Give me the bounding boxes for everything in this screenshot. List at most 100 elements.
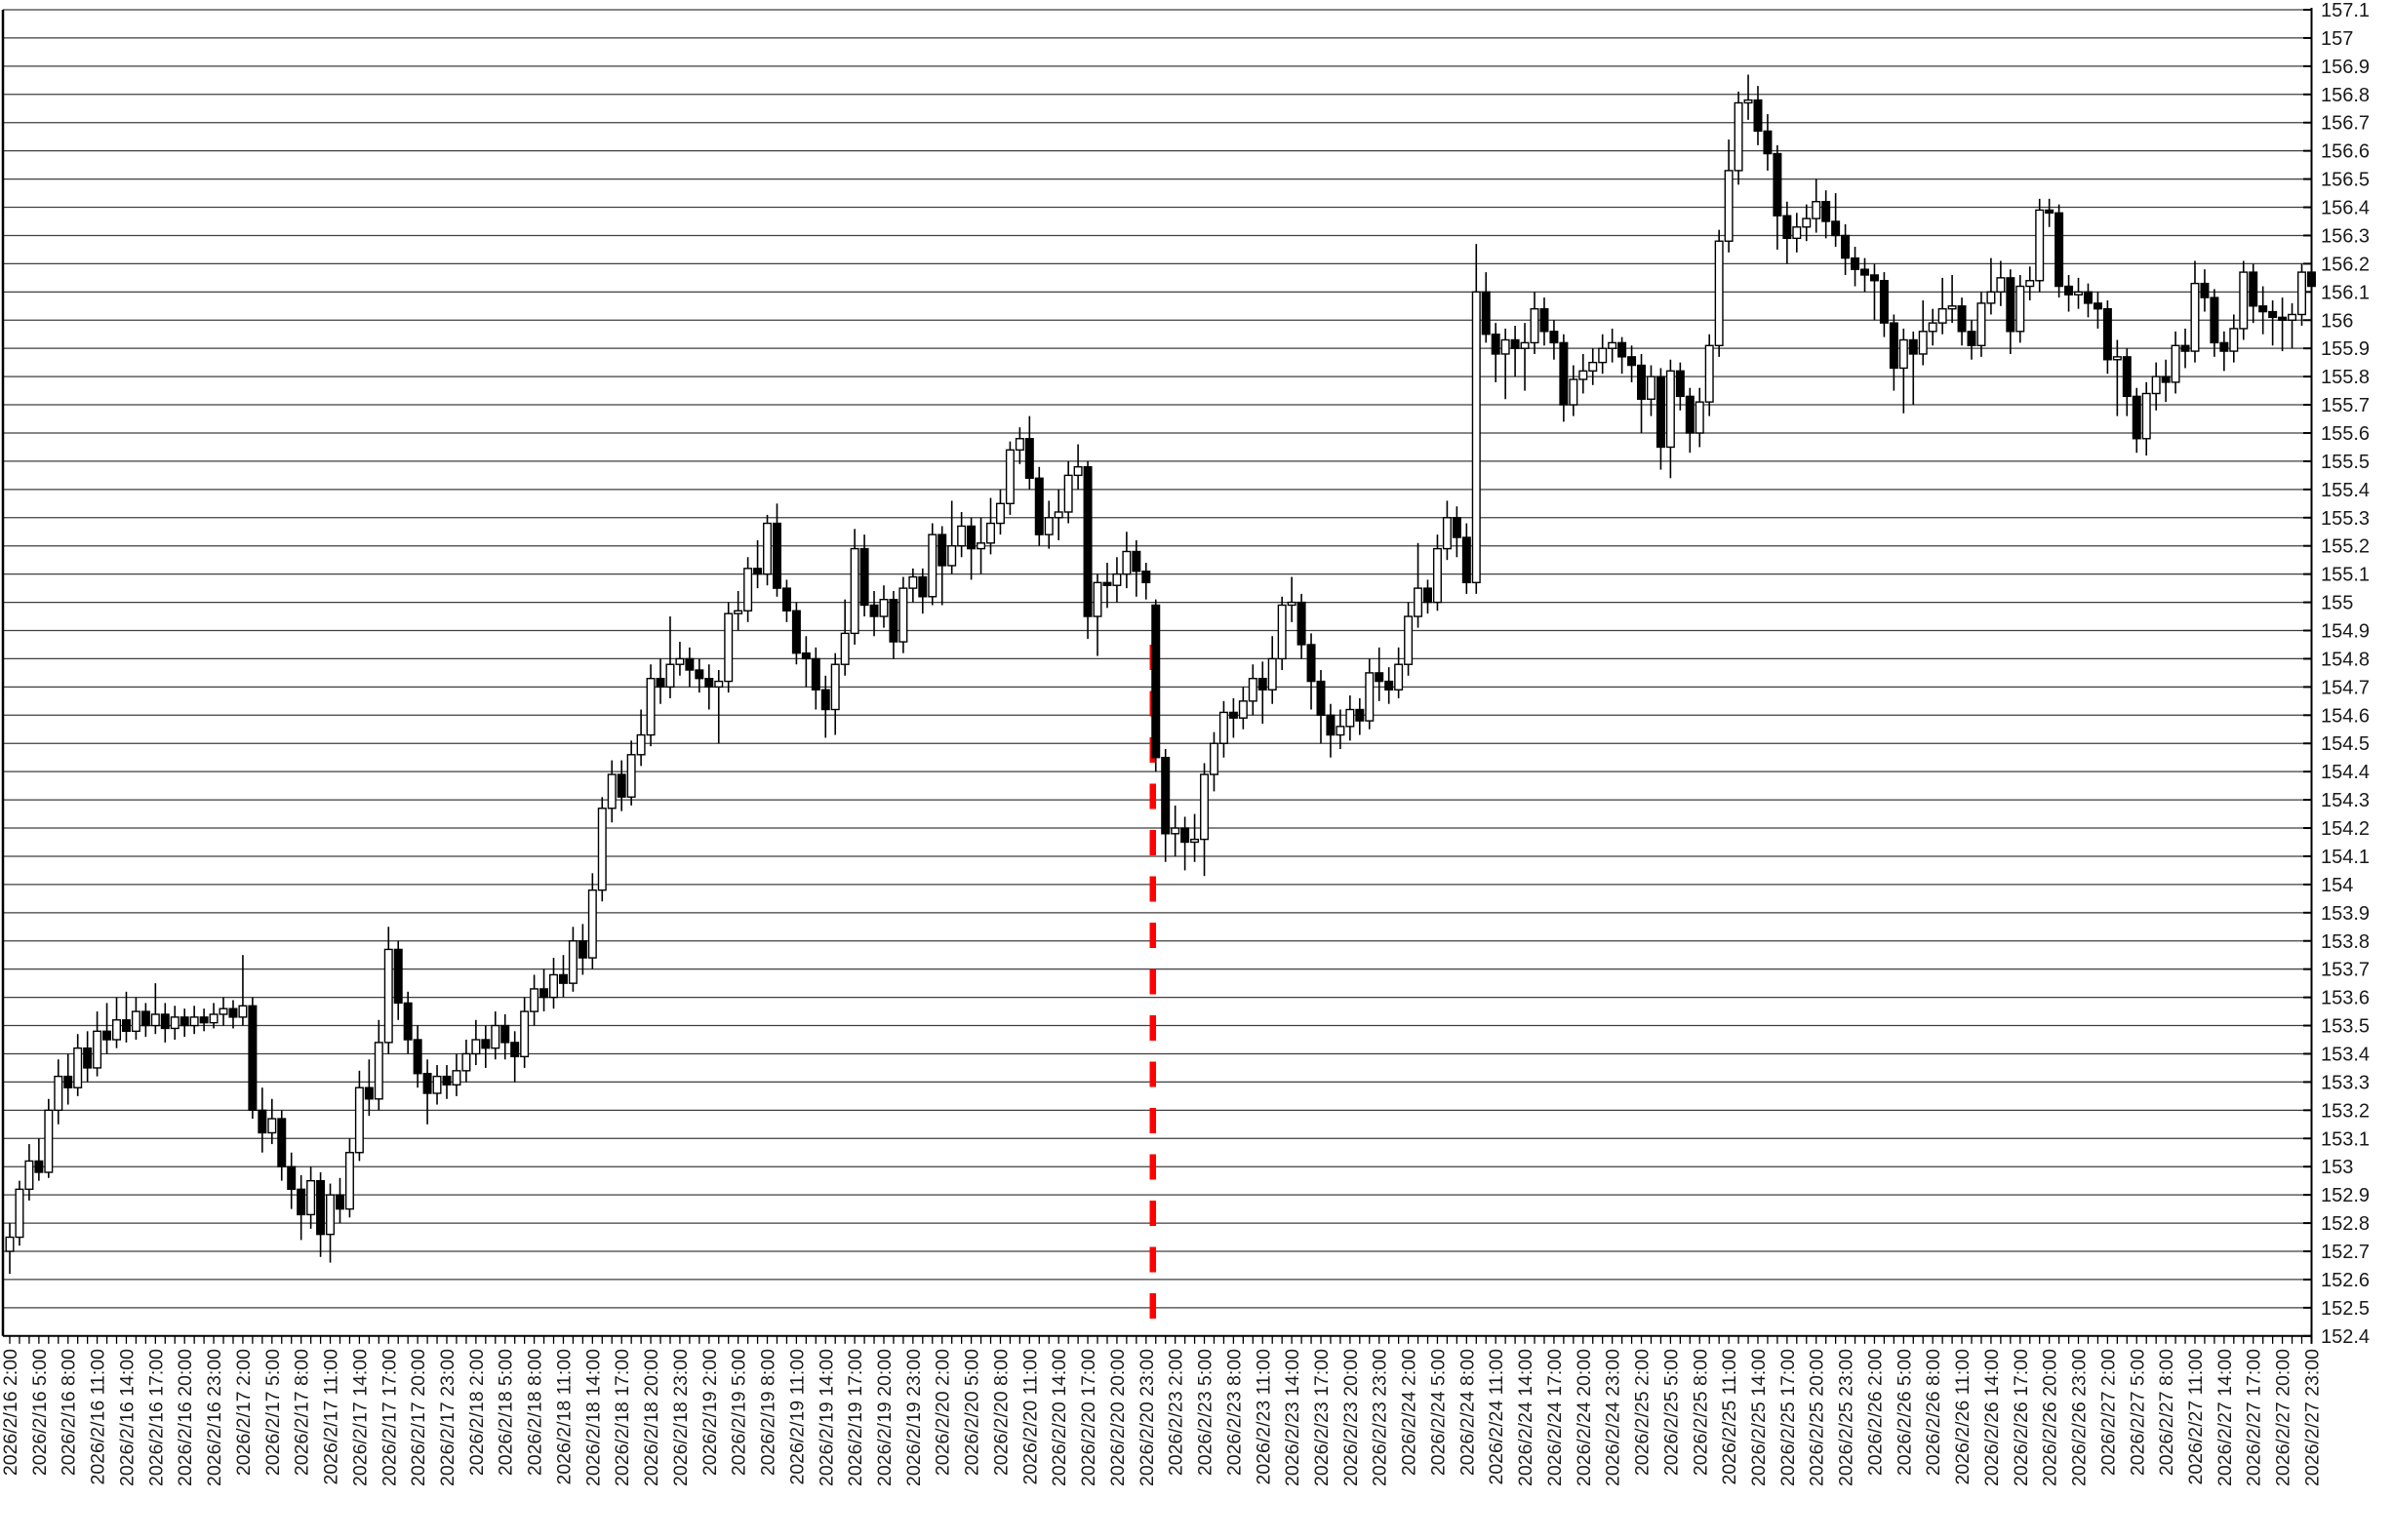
candle-body-down bbox=[1083, 465, 1093, 617]
candle-body-up bbox=[209, 1013, 219, 1024]
candle bbox=[1996, 260, 2006, 306]
candle-body-down bbox=[1180, 827, 1190, 844]
candle-body-up bbox=[1248, 677, 1257, 702]
candle-body-up bbox=[568, 940, 578, 984]
candle bbox=[1326, 703, 1336, 758]
candle-body-up bbox=[1093, 581, 1102, 617]
candle bbox=[491, 1011, 500, 1060]
candle bbox=[326, 1183, 336, 1263]
candle-body-down bbox=[2054, 212, 2064, 288]
candle-body-up bbox=[607, 773, 617, 809]
candle bbox=[73, 1034, 83, 1096]
candle-body-up bbox=[1734, 101, 1743, 172]
candle-body-up bbox=[2035, 209, 2045, 282]
candle-body-down bbox=[937, 533, 947, 567]
candle-body-up bbox=[1063, 474, 1073, 513]
candle-body-down bbox=[1831, 220, 1841, 237]
x-axis-label: 2026/2/26 17:00 bbox=[2011, 1349, 2032, 1486]
candle bbox=[937, 526, 947, 606]
candle bbox=[2171, 331, 2180, 394]
y-axis-label: 154.8 bbox=[2321, 649, 2370, 670]
x-axis-label: 2026/2/26 20:00 bbox=[2040, 1349, 2061, 1486]
y-axis-label: 153.5 bbox=[2321, 1016, 2370, 1038]
candle-body-up bbox=[2171, 344, 2180, 383]
candle bbox=[1967, 320, 1976, 360]
candle-body-down bbox=[316, 1179, 326, 1236]
y-axis-label: 153.6 bbox=[2321, 988, 2370, 1009]
candle-body-up bbox=[743, 568, 753, 612]
candle bbox=[2239, 260, 2249, 340]
candle-body-down bbox=[1908, 338, 1918, 355]
candle-body-down bbox=[1617, 341, 1627, 358]
candle-body-up bbox=[1898, 338, 1908, 370]
x-axis-label: 2026/2/17 11:00 bbox=[321, 1349, 342, 1485]
x-axis-label: 2026/2/16 20:00 bbox=[175, 1349, 196, 1486]
x-axis-label: 2026/2/25 11:00 bbox=[1719, 1349, 1740, 1485]
candle-body-down bbox=[753, 568, 763, 575]
candle bbox=[1404, 602, 1414, 676]
candle-body-down bbox=[1879, 280, 1889, 324]
x-axis-label: 2026/2/27 2:00 bbox=[2097, 1349, 2119, 1476]
x-axis-label: 2026/2/16 11:00 bbox=[88, 1349, 109, 1485]
candle bbox=[1831, 193, 1841, 248]
candle-body-up bbox=[1112, 573, 1122, 586]
candle bbox=[617, 760, 626, 811]
candle-body-up bbox=[1404, 615, 1414, 665]
x-axis-label: 2026/2/19 20:00 bbox=[874, 1349, 896, 1486]
y-axis-label: 154.5 bbox=[2321, 733, 2370, 755]
x-axis-label: 2026/2/17 23:00 bbox=[437, 1349, 459, 1486]
candle-body-up bbox=[1005, 449, 1015, 505]
candle bbox=[1257, 661, 1267, 724]
candle bbox=[530, 974, 539, 1026]
y-axis-label: 156.5 bbox=[2321, 170, 2370, 191]
candle-body-down bbox=[1228, 711, 1238, 719]
candle-body-down bbox=[2306, 271, 2316, 288]
candle bbox=[510, 1031, 520, 1083]
candle-body-down bbox=[2278, 316, 2288, 321]
candle bbox=[685, 647, 695, 688]
y-axis-label: 152.7 bbox=[2321, 1242, 2370, 1263]
candle bbox=[15, 1180, 24, 1246]
candle-body-down bbox=[1753, 99, 1763, 133]
candle bbox=[199, 1008, 209, 1032]
candle bbox=[63, 1053, 73, 1105]
candle-body-up bbox=[93, 1030, 102, 1069]
candle bbox=[1869, 263, 1879, 321]
candle bbox=[811, 647, 820, 710]
candle bbox=[1228, 697, 1238, 738]
candle bbox=[2190, 260, 2200, 363]
x-axis-label: 2026/2/25 14:00 bbox=[1748, 1349, 1770, 1486]
x-axis-label: 2026/2/24 5:00 bbox=[1427, 1349, 1449, 1476]
candle bbox=[1093, 573, 1102, 656]
candle-body-down bbox=[277, 1118, 287, 1167]
candle bbox=[335, 1177, 344, 1224]
x-axis-label: 2026/2/23 14:00 bbox=[1282, 1349, 1303, 1486]
candle bbox=[656, 658, 665, 704]
x-axis-label: 2026/2/18 5:00 bbox=[496, 1349, 517, 1476]
candle-body-up bbox=[636, 733, 646, 756]
candle-body-up bbox=[1986, 291, 1996, 304]
y-axis-label: 154.2 bbox=[2321, 818, 2370, 840]
y-axis-label: 155.9 bbox=[2321, 338, 2370, 360]
candle bbox=[287, 1152, 297, 1209]
candle-body-up bbox=[1792, 226, 1802, 240]
candle bbox=[714, 670, 724, 744]
candle-body-down bbox=[539, 988, 549, 999]
candle bbox=[1190, 813, 1200, 862]
candle-body-up bbox=[675, 657, 685, 665]
candle bbox=[2122, 348, 2132, 416]
y-axis-label: 153.8 bbox=[2321, 931, 2370, 953]
candle-body-up bbox=[520, 1010, 530, 1058]
candle bbox=[1685, 387, 1695, 454]
candle-body-down bbox=[1452, 517, 1461, 538]
x-axis-label: 2026/2/23 11:00 bbox=[1253, 1349, 1274, 1485]
candle-body-up bbox=[986, 522, 996, 544]
candle bbox=[54, 1059, 63, 1125]
candle bbox=[121, 991, 131, 1043]
candle-body-down bbox=[1957, 305, 1967, 333]
candle-body-up bbox=[840, 632, 850, 665]
candle bbox=[1141, 563, 1151, 600]
y-axis-label: 153.9 bbox=[2321, 903, 2370, 925]
